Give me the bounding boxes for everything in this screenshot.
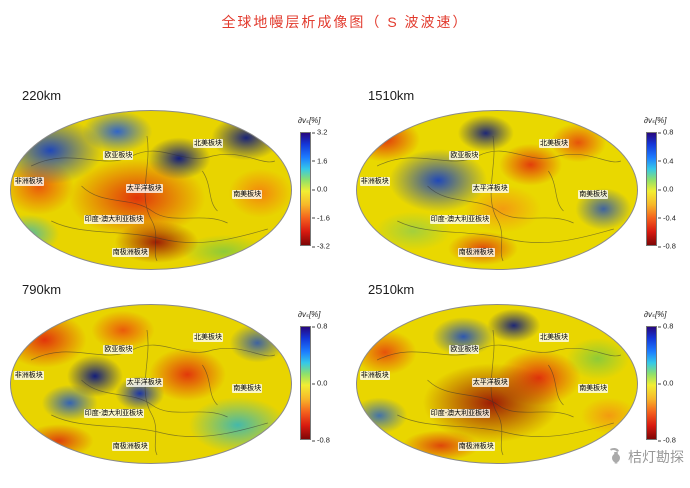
colorbar-tick: -0.4 xyxy=(658,213,676,222)
colorbar-ticks: 0.8 0.0 -0.8 xyxy=(658,322,688,445)
colorbar-label: ∂vₛ[%] xyxy=(644,116,667,125)
colorbar-tick: 0.0 xyxy=(658,185,673,194)
watermark: 桔灯勘探 xyxy=(606,446,684,467)
plate-label-eurasia: 欧亚板块 xyxy=(449,344,480,354)
colorbar: ∂vₛ[%] 3.2 1.6 0.0 -1.6 -3.2 xyxy=(298,116,342,266)
plate-label-north-america: 北美板块 xyxy=(193,333,223,343)
colorbar-label: ∂vₛ[%] xyxy=(644,310,667,319)
lantern-logo-icon xyxy=(606,446,624,467)
colorbar-strip xyxy=(300,132,311,246)
depth-label: 1510km xyxy=(368,88,415,103)
colorbar-ticks: 3.2 1.6 0.0 -1.6 -3.2 xyxy=(312,128,342,251)
colorbar-tick: 3.2 xyxy=(312,128,327,137)
colorbar-label: ∂vₛ[%] xyxy=(298,310,321,319)
colorbar-tick: -0.8 xyxy=(312,436,330,445)
plate-label-indo-australia: 印度-澳大利亚板块 xyxy=(83,215,145,225)
colorbar-tick: -1.6 xyxy=(312,213,330,222)
tomography-map-2510km: 欧亚板块 北美板块 非洲板块 太平洋板块 南美板块 印度-澳大利亚板块 南极洲板… xyxy=(356,304,638,464)
panel-1510km: 1510km 欧亚板块 北美板块 非洲板块 太平洋板块 南美板块 印度-澳大利亚… xyxy=(356,86,688,282)
panel-220km: 220km 欧亚板块 北美板块 非洲板块 太平洋板块 南美板块 印度-澳大利亚板… xyxy=(10,86,342,282)
plate-label-pacific: 太平洋板块 xyxy=(125,183,163,193)
plate-label-south-america: 南美板块 xyxy=(578,384,609,393)
plate-label-pacific: 太平洋板块 xyxy=(125,377,163,387)
colorbar-label: ∂vₛ[%] xyxy=(298,116,321,125)
plate-label-antarctica: 南极洲板块 xyxy=(111,442,149,452)
plate-label-south-america: 南美板块 xyxy=(232,190,263,199)
colorbar: ∂vₛ[%] 0.8 0.0 -0.8 xyxy=(298,310,342,460)
plate-label-antarctica: 南极洲板块 xyxy=(111,248,149,258)
tomography-map-790km: 欧亚板块 北美板块 非洲板块 太平洋板块 南美板块 印度-澳大利亚板块 南极洲板… xyxy=(10,304,292,464)
plate-label-pacific: 太平洋板块 xyxy=(471,377,509,387)
colorbar: ∂vₛ[%] 0.8 0.0 -0.8 xyxy=(644,310,688,460)
colorbar-tick: 1.6 xyxy=(312,156,327,165)
colorbar-strip xyxy=(300,326,311,440)
plate-label-north-america: 北美板块 xyxy=(539,139,569,149)
colorbar-strip xyxy=(646,132,657,246)
plate-boundaries xyxy=(376,329,622,456)
depth-label: 220km xyxy=(22,88,62,103)
colorbar-strip xyxy=(646,326,657,440)
figure-title: 全球地幔层析成像图（ S 波波速） xyxy=(221,14,469,30)
colorbar-ticks: 0.8 0.0 -0.8 xyxy=(312,322,342,445)
colorbar-tick: 0.0 xyxy=(312,379,327,388)
plate-label-pacific: 太平洋板块 xyxy=(471,183,509,193)
colorbar-tick: 0.0 xyxy=(312,185,327,194)
colorbar-ticks: 0.8 0.4 0.0 -0.4 -0.8 xyxy=(658,128,688,251)
plate-label-africa: 非洲板块 xyxy=(359,177,390,187)
plate-label-north-america: 北美板块 xyxy=(193,139,223,149)
plate-label-eurasia: 欧亚板块 xyxy=(449,150,480,160)
panel-790km: 790km 欧亚板块 北美板块 非洲板块 太平洋板块 南美板块 印度-澳大利亚板… xyxy=(10,280,342,476)
plate-boundaries xyxy=(30,329,276,456)
plate-label-africa: 非洲板块 xyxy=(13,371,44,381)
plate-label-indo-australia: 印度-澳大利亚板块 xyxy=(429,409,491,419)
plate-boundaries xyxy=(30,135,276,262)
panel-2510km: 2510km 欧亚板块 北美板块 非洲板块 太平洋板块 南美板块 印度-澳大利亚… xyxy=(356,280,688,476)
colorbar-tick: -0.8 xyxy=(658,242,676,251)
depth-label: 790km xyxy=(22,282,62,297)
plate-label-south-america: 南美板块 xyxy=(578,190,609,199)
colorbar-tick: 0.4 xyxy=(658,156,673,165)
plate-label-eurasia: 欧亚板块 xyxy=(103,344,134,354)
colorbar: ∂vₛ[%] 0.8 0.4 0.0 -0.4 -0.8 xyxy=(644,116,688,266)
colorbar-tick: 0.0 xyxy=(658,379,673,388)
colorbar-tick: -0.8 xyxy=(658,436,676,445)
plate-label-antarctica: 南极洲板块 xyxy=(457,442,495,452)
plate-label-eurasia: 欧亚板块 xyxy=(103,150,134,160)
colorbar-tick: 0.8 xyxy=(658,128,673,137)
plate-label-antarctica: 南极洲板块 xyxy=(457,248,495,258)
plate-label-indo-australia: 印度-澳大利亚板块 xyxy=(429,215,491,225)
colorbar-tick: 0.8 xyxy=(312,322,327,331)
tomography-map-220km: 欧亚板块 北美板块 非洲板块 太平洋板块 南美板块 印度-澳大利亚板块 南极洲板… xyxy=(10,110,292,270)
colorbar-tick: -3.2 xyxy=(312,242,330,251)
colorbar-tick: 0.8 xyxy=(658,322,673,331)
plate-label-south-america: 南美板块 xyxy=(232,384,263,393)
plate-boundaries xyxy=(376,135,622,262)
plate-label-africa: 非洲板块 xyxy=(13,177,44,187)
plate-label-indo-australia: 印度-澳大利亚板块 xyxy=(83,409,145,419)
tomography-map-1510km: 欧亚板块 北美板块 非洲板块 太平洋板块 南美板块 印度-澳大利亚板块 南极洲板… xyxy=(356,110,638,270)
plate-label-north-america: 北美板块 xyxy=(539,333,569,343)
plate-label-africa: 非洲板块 xyxy=(359,371,390,381)
depth-label: 2510km xyxy=(368,282,415,297)
watermark-text: 桔灯勘探 xyxy=(628,448,684,465)
